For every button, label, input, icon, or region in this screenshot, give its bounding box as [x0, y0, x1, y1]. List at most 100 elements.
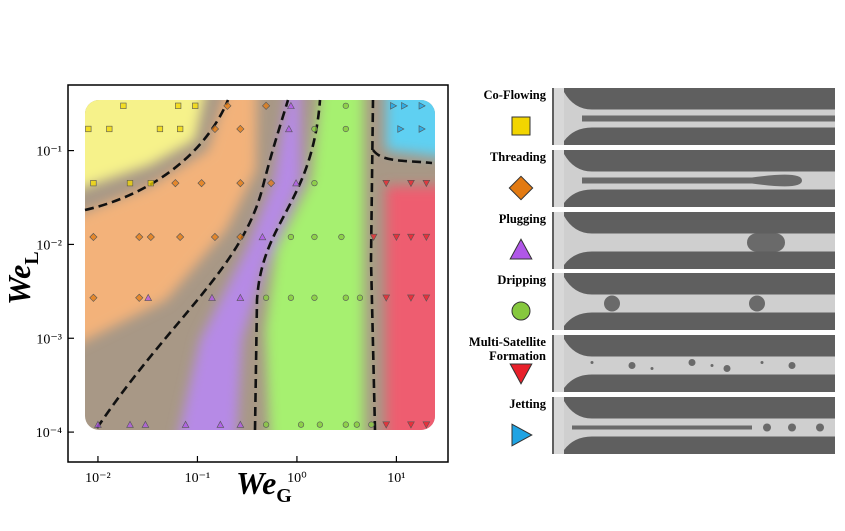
legend-marker — [509, 363, 533, 385]
data-point — [390, 101, 398, 110]
satellite — [650, 367, 654, 370]
satellite — [688, 359, 696, 366]
data-point — [262, 101, 271, 110]
data-point — [263, 421, 270, 428]
inlet — [554, 212, 564, 269]
inlet-curve — [564, 154, 592, 203]
data-point — [356, 294, 364, 301]
x-tick-label: 10¹ — [387, 471, 405, 486]
data-point — [147, 180, 154, 187]
data-point — [267, 179, 276, 188]
data-point — [311, 294, 318, 301]
legend-marker — [511, 301, 531, 321]
data-point — [287, 294, 295, 301]
region-plugging — [176, 100, 301, 430]
data-point — [287, 233, 295, 241]
data-point — [418, 125, 426, 133]
data-point — [407, 294, 415, 302]
legend-label: Plugging — [498, 212, 546, 226]
satellite — [710, 364, 714, 367]
plot-frame — [67, 84, 449, 463]
data-point — [368, 421, 375, 428]
legend-label: Threading — [489, 150, 546, 164]
data-point — [258, 233, 267, 241]
data-point — [141, 420, 150, 428]
inlet-curve — [564, 339, 592, 388]
legend-marker — [511, 116, 531, 136]
satellite — [590, 361, 594, 364]
data-point — [210, 124, 220, 134]
regime-regions — [85, 100, 435, 430]
satellite — [723, 365, 731, 372]
data-point — [287, 101, 295, 109]
channel-images — [552, 88, 835, 454]
data-point — [120, 102, 127, 109]
inlet-curve — [564, 277, 592, 326]
thread — [582, 174, 802, 187]
data-point — [177, 125, 184, 133]
data-point — [197, 179, 206, 188]
inlet — [554, 273, 564, 330]
data-point — [89, 293, 98, 302]
data-point — [407, 180, 415, 188]
y-tick-label: 10⁻³ — [36, 332, 62, 347]
data-point — [85, 125, 92, 133]
x-axis-label: WeG — [236, 465, 292, 507]
data-point — [175, 102, 182, 109]
data-point — [401, 101, 409, 110]
data-point — [382, 180, 391, 188]
droplet — [604, 295, 620, 312]
region-jetting — [386, 100, 435, 158]
data-point — [216, 420, 225, 428]
inlet — [554, 88, 564, 145]
data-point — [192, 102, 199, 109]
satellite — [788, 362, 796, 369]
channel — [564, 294, 835, 313]
data-point — [171, 179, 180, 188]
x-axis-label-base: We — [236, 465, 276, 501]
data-point — [263, 294, 270, 301]
y-axis-label-sub: L — [21, 251, 43, 264]
boundary-line — [253, 99, 322, 431]
boundary-line — [371, 149, 433, 165]
satellite — [628, 362, 636, 369]
data-point — [407, 421, 415, 429]
y-tick-label: 10⁻² — [36, 238, 62, 253]
data-point — [223, 101, 232, 110]
data-point — [285, 124, 293, 133]
region-dripping — [265, 100, 364, 430]
legend-marker — [509, 238, 533, 260]
channel — [564, 356, 835, 375]
data-point — [135, 293, 144, 302]
data-point — [342, 421, 349, 428]
data-point — [342, 294, 349, 301]
data-point — [316, 421, 323, 428]
data-point — [94, 420, 102, 428]
data-point — [342, 125, 349, 133]
jet-droplet — [788, 423, 796, 432]
data-point — [342, 102, 349, 109]
data-point — [208, 293, 216, 301]
data-point — [422, 233, 431, 241]
data-point — [135, 232, 144, 242]
data-point — [236, 124, 245, 134]
region-threading — [85, 100, 257, 348]
data-point — [176, 232, 185, 242]
data-point — [144, 293, 153, 301]
data-point — [126, 420, 134, 428]
data-point — [236, 293, 245, 301]
data-point — [382, 421, 391, 429]
data-point — [236, 179, 245, 188]
jet-droplet — [816, 423, 824, 432]
data-point — [353, 421, 360, 428]
y-axis-label: WeL — [1, 251, 43, 305]
x-axis-label-sub: G — [276, 485, 292, 507]
data-point — [338, 233, 345, 241]
boundary-line — [95, 99, 290, 429]
legend-marker — [508, 175, 534, 201]
data-point — [418, 101, 426, 110]
data-point — [90, 180, 97, 187]
inlet-curve — [564, 216, 592, 265]
